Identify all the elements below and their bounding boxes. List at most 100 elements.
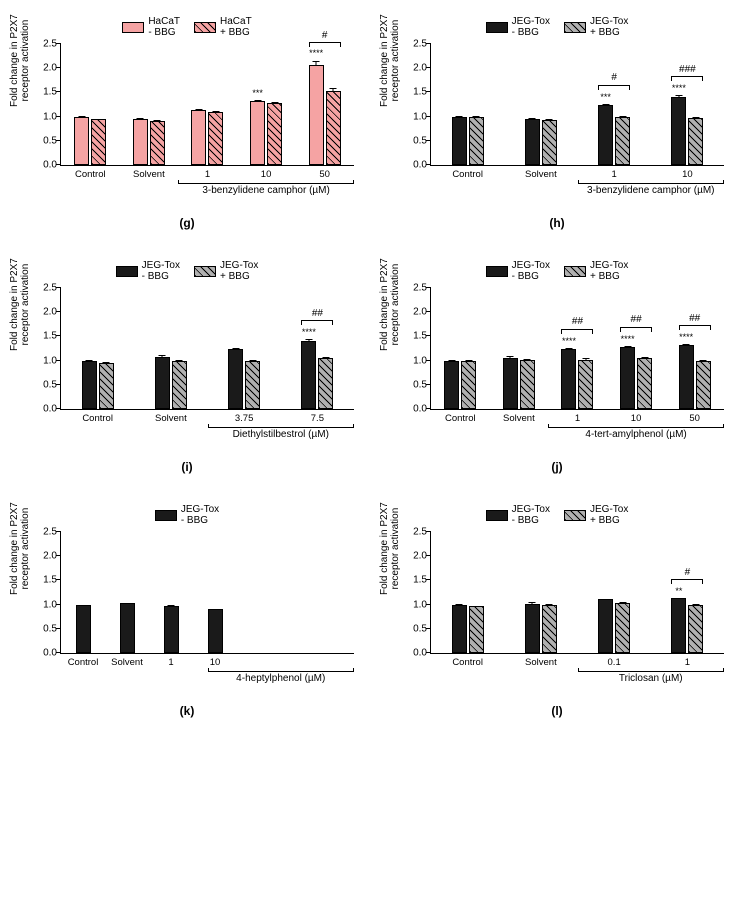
bar <box>525 604 540 653</box>
comparison-bracket <box>561 329 593 330</box>
bar <box>150 121 165 165</box>
plot: 0.00.51.01.52.02.5ControlSolvent0.1**#1T… <box>430 532 724 654</box>
y-tick: 1.0 <box>43 355 61 366</box>
legend-item: JEG-Tox - BBG <box>116 260 180 282</box>
panel-letter: (i) <box>12 460 362 474</box>
legend-label: JEG-Tox - BBG <box>512 504 550 526</box>
plot: 0.00.51.01.52.02.5ControlSolvent3.75****… <box>60 288 354 410</box>
y-tick: 0.0 <box>413 404 431 415</box>
y-axis-label: Fold change in P2X7 receptor activation <box>9 489 31 609</box>
bar-group: Control <box>431 532 504 653</box>
bar <box>542 605 557 653</box>
bar <box>326 91 341 165</box>
bar <box>469 117 484 165</box>
bracket-label: ## <box>631 314 642 325</box>
plot: 0.00.51.01.52.02.5ControlSolvent***#1***… <box>430 44 724 166</box>
bar <box>228 349 243 409</box>
bar-group: 3.75 <box>208 288 281 409</box>
y-tick: 2.5 <box>43 283 61 294</box>
x-sub-axis-label: Triclosan (µM) <box>619 673 683 684</box>
legend-label: HaCaT + BBG <box>220 16 252 38</box>
bar <box>318 358 333 409</box>
y-tick: 1.5 <box>413 87 431 98</box>
legend-swatch <box>116 266 138 277</box>
comparison-bracket <box>671 579 703 580</box>
bar <box>74 117 89 165</box>
x-sub-axis: 3-benzylidene camphor (µM) <box>178 183 354 184</box>
x-tick-label: Control <box>75 165 106 180</box>
legend-label: JEG-Tox - BBG <box>181 504 219 526</box>
x-sub-axis-label: 3-benzylidene camphor (µM) <box>587 185 714 196</box>
panel-grid: HaCaT - BBGHaCaT + BBGFold change in P2X… <box>0 0 744 738</box>
bar-group: ****##7.5 <box>281 288 354 409</box>
bar-group: Control <box>61 44 120 165</box>
y-tick: 0.5 <box>413 623 431 634</box>
bar-group: **#1 <box>651 532 724 653</box>
legend-swatch <box>564 266 586 277</box>
legend-swatch <box>486 266 508 277</box>
y-axis-label: Fold change in P2X7 receptor activation <box>9 1 31 121</box>
panel-letter: (k) <box>12 704 362 718</box>
x-tick-label: 7.5 <box>311 409 324 424</box>
bar-group: ***#1 <box>578 44 651 165</box>
legend-item: JEG-Tox - BBG <box>486 504 550 526</box>
bar-group: ****##1 <box>548 288 607 409</box>
x-sub-axis-label: 4-tert-amylphenol (µM) <box>585 429 686 440</box>
bar <box>267 103 282 165</box>
y-axis-label: Fold change in P2X7 receptor activation <box>379 1 401 121</box>
y-tick: 0.0 <box>43 160 61 171</box>
bar: **** <box>561 349 576 410</box>
y-tick: 0.0 <box>413 160 431 171</box>
significance-marker: *** <box>600 92 611 102</box>
legend-label: JEG-Tox + BBG <box>590 16 628 38</box>
legend-label: JEG-Tox + BBG <box>220 260 258 282</box>
bar-group: ***10 <box>237 44 296 165</box>
y-tick: 1.0 <box>413 111 431 122</box>
bar <box>637 358 652 409</box>
panel-k: JEG-Tox - BBGFold change in P2X7 recepto… <box>12 504 362 718</box>
bar: **** <box>679 345 694 409</box>
bar-group: Control <box>61 288 134 409</box>
y-tick: 2.0 <box>413 551 431 562</box>
bar-group: Solvent <box>504 532 577 653</box>
bracket-label: # <box>611 72 617 83</box>
bracket-label: ## <box>572 316 583 327</box>
legend: HaCaT - BBGHaCaT + BBG <box>12 16 362 38</box>
x-tick-label: Solvent <box>503 409 535 424</box>
bar-group: Control <box>61 532 105 653</box>
x-tick-label: Solvent <box>525 165 557 180</box>
bar: **** <box>620 347 635 409</box>
bar-group: Control <box>431 44 504 165</box>
significance-marker: **** <box>309 48 323 58</box>
x-tick-label: Solvent <box>525 653 557 668</box>
y-tick: 2.5 <box>43 39 61 50</box>
x-tick-label: 10 <box>210 653 221 668</box>
y-tick: 0.5 <box>413 135 431 146</box>
plot: 0.00.51.01.52.02.5ControlSolvent****##1*… <box>430 288 724 410</box>
bars-container: ControlSolvent****##1****##10****##50 <box>431 288 724 409</box>
bar: **** <box>671 97 686 165</box>
y-tick: 0.5 <box>43 623 61 634</box>
panel-l: JEG-Tox - BBGJEG-Tox + BBGFold change in… <box>382 504 732 718</box>
bar-group: 1 <box>178 44 237 165</box>
x-sub-axis-label: 3-benzylidene camphor (µM) <box>202 185 329 196</box>
panel-g: HaCaT - BBGHaCaT + BBGFold change in P2X… <box>12 16 362 230</box>
y-tick: 2.5 <box>413 39 431 50</box>
bar <box>578 360 593 409</box>
y-tick: 1.5 <box>43 331 61 342</box>
comparison-bracket <box>598 85 630 86</box>
y-tick: 2.0 <box>413 307 431 318</box>
legend-swatch <box>155 510 177 521</box>
y-tick: 2.0 <box>43 551 61 562</box>
panel-j: JEG-Tox - BBGJEG-Tox + BBGFold change in… <box>382 260 732 474</box>
chart-area: Fold change in P2X7 receptor activation0… <box>12 528 362 698</box>
legend-swatch <box>486 22 508 33</box>
y-tick: 0.0 <box>43 648 61 659</box>
bracket-label: ### <box>679 64 696 75</box>
bar-group: 1 <box>149 532 193 653</box>
bar <box>245 361 260 409</box>
significance-marker: **** <box>302 327 316 337</box>
legend-item: JEG-Tox + BBG <box>194 260 258 282</box>
legend-label: JEG-Tox + BBG <box>590 260 628 282</box>
x-tick-label: 10 <box>261 165 272 180</box>
